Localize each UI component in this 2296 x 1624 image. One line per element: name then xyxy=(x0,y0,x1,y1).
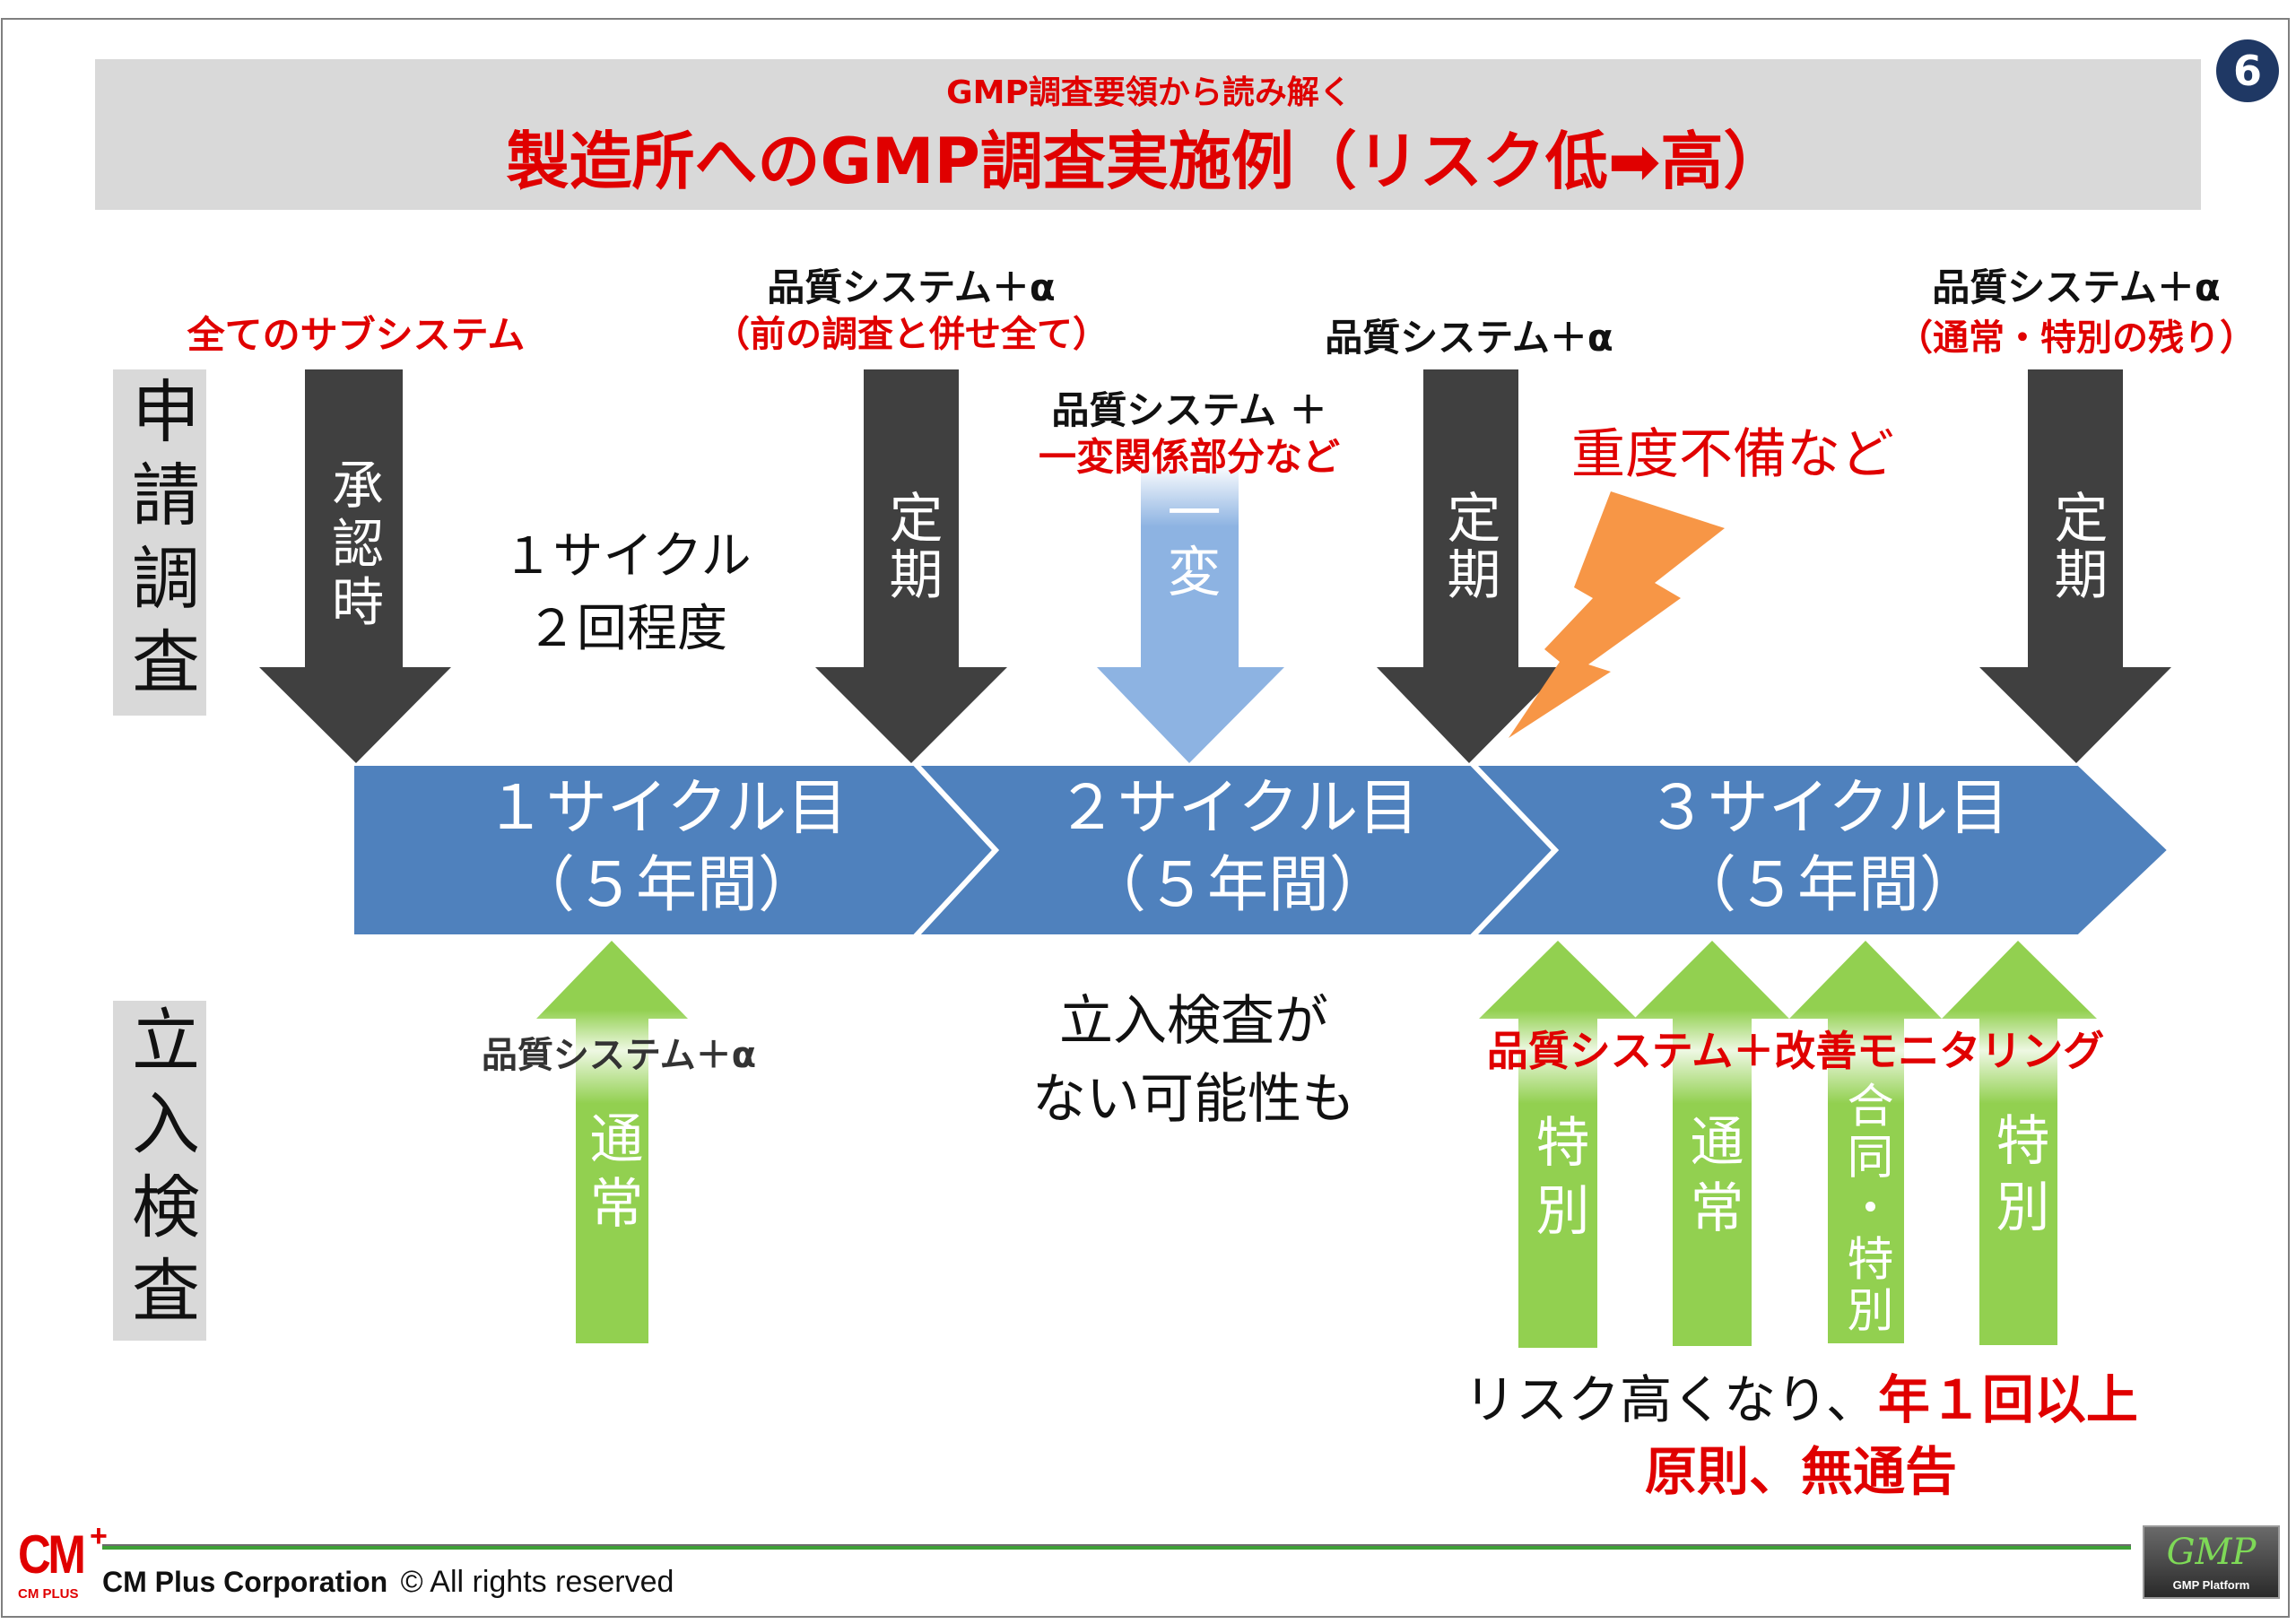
onsite-cycle3-up-arrow-3 xyxy=(1789,941,1942,1343)
slide-frame xyxy=(1,18,2290,1618)
cm-logo-wordmark: CM PLUS xyxy=(18,1586,79,1602)
onsite-cycle3-arrow-label-1: 特別 xyxy=(1526,1114,1589,1250)
onsite-cycle3-arrow-label-2: 通常 xyxy=(1681,1113,1744,1246)
slide-title: 製造所へのGMP調査実施例（リスク低➡高） xyxy=(506,125,1787,198)
lightning-bolt-icon xyxy=(1509,491,1725,738)
risk-note-black: リスク高くなり、 xyxy=(1464,1369,1878,1430)
partial-change-scope-note: 一変関係部分など xyxy=(1038,435,1341,479)
approval-down-arrow xyxy=(259,369,451,763)
onsite-cycle3-arrow-label-3: 合同・特別 xyxy=(1839,1081,1892,1337)
cycle-1-name: １サイクル目 xyxy=(484,773,848,844)
periodic-1-arrow-label: 定期 xyxy=(880,490,943,603)
periodic-1-scope-note: （前の調査と併せ全て） xyxy=(714,314,1109,355)
onsite-cycle3-up-arrow-1 xyxy=(1479,941,1637,1348)
cycle-note-line1: １サイクル xyxy=(502,527,752,586)
onsite-cycle2-note-line1: 立入検査が xyxy=(1059,990,1328,1053)
periodic-1-down-arrow xyxy=(815,369,1007,763)
periodic-3-arrow-label: 定期 xyxy=(2045,490,2108,603)
cycle-3-name: ３サイクル目 xyxy=(1646,773,2010,844)
approval-arrow-label: 承認時 xyxy=(323,457,384,633)
cycle-2-name: ２サイクル目 xyxy=(1056,773,1420,844)
periodic-3-scope-note: （通常・特別の残り） xyxy=(1897,317,2256,359)
cm-plus-logo: CM + CM PLUS xyxy=(16,1521,108,1607)
serious-deficiency-label: 重度不備など xyxy=(1571,423,1894,486)
partial-change-arrow-label: 一変 xyxy=(1158,484,1221,603)
row-label-application: 申請調査 xyxy=(120,376,200,709)
periodic-3-scope: 品質システム＋α xyxy=(1932,265,2221,309)
periodic-1-scope: 品質システム＋α xyxy=(767,265,1056,309)
cycle-note-line2: ２回程度 xyxy=(526,600,727,658)
title-box xyxy=(95,59,2201,210)
cycle-3-period: （５年間） xyxy=(1674,850,1981,921)
onsite-cycle3-up-arrow-2 xyxy=(1634,941,1789,1346)
cycle-2-period: （５年間） xyxy=(1084,850,1391,921)
onsite-cycle3-arrow-label-4: 特別 xyxy=(1987,1112,2049,1245)
gmp-platform-logo: GMP GMP Platform xyxy=(2143,1525,2280,1599)
row-label-onsite: 立入検査 xyxy=(120,1003,200,1338)
periodic-2-scope: 品質システム＋α xyxy=(1325,316,1613,360)
onsite-cycle3-up-arrow-4 xyxy=(1942,941,2097,1345)
footer-rights: © All rights reserved xyxy=(400,1565,674,1599)
cycle-3-chevron xyxy=(1465,760,2175,940)
approval-scope: 全てのサブシステム xyxy=(187,313,526,357)
onsite-cycle3-scope: 品質システム＋改善モニタリング xyxy=(1486,1027,2105,1075)
periodic-2-arrow-label: 定期 xyxy=(1438,490,1500,603)
footer-company: CM Plus Corporation xyxy=(102,1566,388,1598)
onsite-cycle1-arrow-label: 通常 xyxy=(580,1110,643,1239)
footer-divider xyxy=(102,1544,2131,1550)
row-label-onsite-box: 立入検査 xyxy=(113,1001,206,1341)
gmp-logo-wordmark: GMP Platform xyxy=(2172,1578,2250,1592)
periodic-3-down-arrow xyxy=(1979,369,2171,763)
onsite-cycle2-note-line2: ない可能性も xyxy=(1032,1068,1355,1131)
cm-logo-plus: + xyxy=(90,1519,108,1553)
slide-subtitle: GMP調査要領から読み解く xyxy=(946,74,1352,111)
page-number-badge: 6 xyxy=(2216,39,2279,102)
partial-change-down-arrow xyxy=(1097,369,1284,763)
onsite-cycle1-scope: 品質システム＋α xyxy=(481,1035,757,1076)
footer-copyright: CM Plus Corporation © All rights reserve… xyxy=(102,1567,674,1597)
cycle-1-period: （５年間） xyxy=(513,850,820,921)
periodic-2-down-arrow xyxy=(1377,369,1564,763)
gmp-logo-mark: GMP xyxy=(2166,1532,2257,1573)
risk-note-line2: 原則、無通告 xyxy=(1644,1441,1958,1502)
onsite-cycle1-up-arrow xyxy=(536,941,688,1343)
cm-logo-mark: CM xyxy=(18,1524,86,1585)
partial-change-scope: 品質システム ＋ xyxy=(1051,388,1327,432)
risk-note-red: 年１回以上 xyxy=(1877,1369,2138,1430)
risk-note-line1: リスク高くなり、年１回以上 xyxy=(1464,1374,2138,1426)
row-label-application-box: 申請調査 xyxy=(113,369,206,716)
